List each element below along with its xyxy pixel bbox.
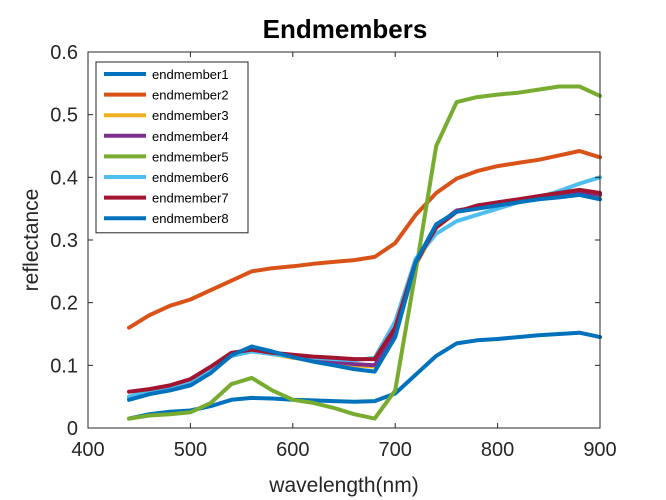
plot-area [127,84,602,421]
x-tick-label: 700 [379,439,412,461]
y-tick-label: 0.6 [50,42,78,64]
legend-box [95,61,249,234]
legend-label-endmember1: endmember1 [152,67,229,82]
series-line-endmember8 [127,192,602,402]
chart-title: Endmembers [263,14,428,44]
series-line-endmember5 [127,84,602,421]
series-line-endmember7 [127,187,602,394]
legend-label-endmember7: endmember7 [152,191,229,206]
legend-label-endmember8: endmember8 [152,211,229,226]
x-tick-label: 400 [71,439,104,461]
x-tick-label: 800 [481,439,514,461]
x-axis-label: wavelength(nm) [268,474,418,497]
x-tick-label: 500 [174,439,207,461]
x-tick-label: 600 [276,439,309,461]
x-tick-label: 900 [583,439,616,461]
y-tick-label: 0.2 [50,293,78,315]
y-axis-label: reflectance [20,189,43,292]
y-tick-label: 0.3 [50,230,78,252]
y-tick-label: 0 [67,418,78,440]
series-line-endmember2 [127,149,602,330]
legend-label-endmember2: endmember2 [152,88,229,103]
legend-label-endmember3: endmember3 [152,108,229,123]
legend-label-endmember6: endmember6 [152,170,229,185]
legend: endmember1 endmember2 endmember3 endmember4… [95,61,249,234]
series-line-endmember1 [127,330,602,421]
legend-label-endmember5: endmember5 [152,149,229,164]
y-tick-label: 0.1 [50,355,78,377]
y-tick-label: 0.4 [50,167,78,189]
legend-label-endmember4: endmember4 [152,129,229,144]
axis-ticks: 400 500 600 700 800 900 0 0.1 0.2 0.3 0.4 0.5 0.6 [50,42,617,461]
y-tick-label: 0.5 [50,105,78,127]
